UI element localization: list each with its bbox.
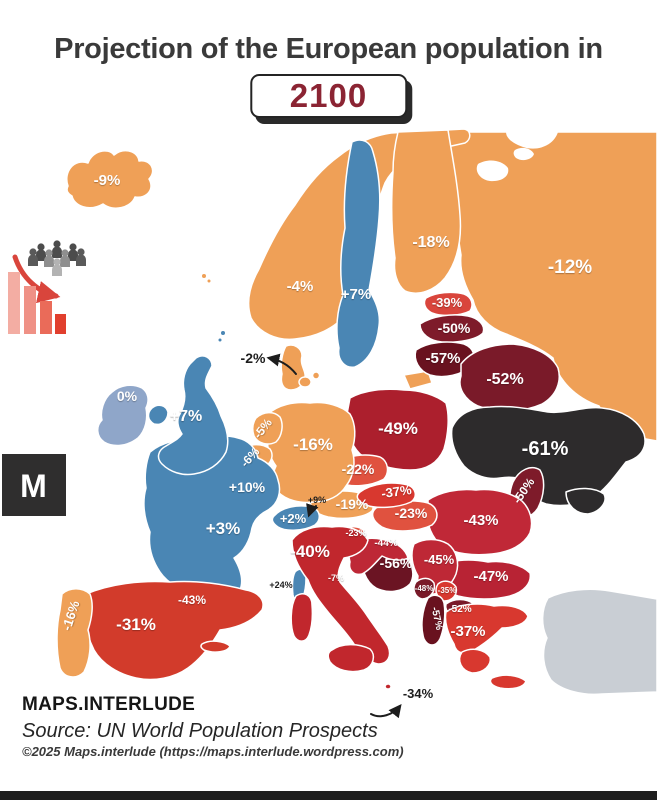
brand-text: MAPS.INTERLUDE <box>22 694 196 715</box>
label-russia: -12% <box>548 257 592 278</box>
annotation-arrows <box>266 353 402 719</box>
year-badge-text: 2100 <box>289 77 368 114</box>
label-montenegro: -48% <box>415 584 434 593</box>
label-switzerland: +2% <box>280 511 307 526</box>
faroe-islands <box>207 279 211 283</box>
country-ukraine <box>450 405 646 507</box>
page-title: Projection of the European population in <box>54 33 603 65</box>
country-malta <box>384 683 392 690</box>
label-iceland: -9% <box>94 172 121 189</box>
label-ireland: 0% <box>117 388 138 404</box>
label-luxembourg: +10% <box>229 479 266 495</box>
annotation-arrow-malta <box>370 703 402 719</box>
country-netherlands <box>251 411 283 445</box>
footer: MAPS.INTERLUDE Source: UN World Populati… <box>22 693 404 761</box>
country-italy <box>291 525 391 665</box>
label-kosovo: -35% <box>438 586 457 595</box>
bottom-border-strip <box>0 791 657 800</box>
country-greece <box>458 648 492 674</box>
maps-interlude-logo: M <box>2 454 66 516</box>
country-portugal <box>56 588 93 678</box>
label-serbia: -45% <box>424 552 455 567</box>
country-slovakia <box>356 482 416 509</box>
label-croatia: -44% <box>374 538 397 549</box>
label-slovenia: -23% <box>345 528 366 538</box>
country-latvia <box>419 314 485 343</box>
label-poland: -49% <box>378 419 418 438</box>
country-spain <box>200 640 231 653</box>
label-north_macedonia: -52% <box>448 604 471 615</box>
label-france: +3% <box>206 519 241 538</box>
label-czechia: -22% <box>342 461 375 477</box>
label-sweden: +7% <box>341 286 371 303</box>
label-germany: -16% <box>293 435 333 454</box>
label-ukraine: -61% <box>522 438 569 460</box>
country-ukraine <box>565 487 606 515</box>
label-romania: -43% <box>463 512 498 529</box>
country-iceland <box>66 149 154 209</box>
label-monaco: +24% <box>269 580 292 590</box>
label-liechtenstein: +9% <box>308 495 326 505</box>
label-malta: -34% <box>403 686 434 701</box>
logo-letter: M <box>20 468 48 504</box>
label-estonia: -39% <box>432 295 463 310</box>
label-uk: +7% <box>170 408 202 425</box>
country-turkey <box>541 588 657 696</box>
country-labels: -12%-4%-18%+7% -39%-50%-57%-52%-49%-61%-5… <box>59 172 592 701</box>
label-austria: -19% <box>336 496 369 512</box>
country-montenegro <box>413 577 436 600</box>
country-denmark <box>311 371 321 380</box>
shetland-islands <box>218 338 222 342</box>
copyright-text: ©2025 Maps.interlude (https://maps.inter… <box>22 743 404 759</box>
faroe-islands <box>202 274 206 278</box>
label-albania: -57% <box>429 606 445 631</box>
declining-bars-icon <box>8 272 66 334</box>
country-ireland <box>97 384 149 447</box>
annotation-arrow-denmark <box>266 353 297 375</box>
country-uk <box>147 404 169 426</box>
country-kosovo <box>435 580 458 602</box>
country-spain <box>84 580 264 681</box>
label-denmark: -2% <box>241 350 266 366</box>
label-italy: -40% <box>290 542 330 561</box>
label-spain: -31% <box>116 615 156 634</box>
country-greece <box>489 674 527 690</box>
annotation-arrow-liechtenstein <box>306 503 319 518</box>
lakes-and-seas <box>476 132 558 182</box>
country-luxembourg <box>258 473 266 481</box>
country-albania <box>421 594 446 646</box>
year-badge: 2100 <box>249 74 408 118</box>
country-sweden <box>336 139 381 368</box>
label-slovakia: -37% <box>380 482 413 501</box>
country-estonia <box>423 291 473 317</box>
label-belarus: -52% <box>486 371 523 388</box>
source-text: Source: UN World Population Prospects <box>22 719 378 742</box>
label-latvia: -50% <box>438 320 471 336</box>
decline-arrow-icon <box>12 254 61 304</box>
label-lithuania: -57% <box>425 350 460 367</box>
label-bulgaria: -47% <box>473 568 508 585</box>
country-uk <box>157 355 229 476</box>
population-decline-icon <box>12 240 86 304</box>
label-san_marino: -7% <box>328 573 344 583</box>
countries-layer <box>56 128 657 696</box>
small-islands <box>202 274 225 342</box>
country-belarus <box>459 343 560 412</box>
country-kaliningrad <box>403 370 433 390</box>
country-greece <box>444 603 529 655</box>
country-france <box>143 435 281 599</box>
shetland-islands <box>221 331 225 335</box>
country-italy <box>327 643 375 673</box>
country-denmark <box>298 376 312 388</box>
label-hungary: -23% <box>395 505 428 521</box>
label-bosnia: -56% <box>380 555 413 571</box>
country-poland <box>345 388 449 471</box>
label-greece: -37% <box>450 623 485 640</box>
country-finland <box>390 129 462 294</box>
label-finland: -18% <box>412 234 449 251</box>
label-norway: -4% <box>287 278 314 295</box>
label-andorra: -43% <box>178 593 206 607</box>
country-italy <box>290 593 314 642</box>
